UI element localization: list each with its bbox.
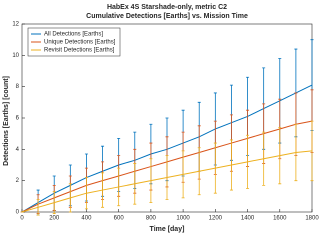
x-tick-label: 200 [49, 216, 60, 222]
chart-title: HabEx 4S Starshade-only, metric C2 [107, 4, 227, 11]
x-tick-label: 0 [20, 216, 24, 222]
x-axis-label: Time [day] [150, 226, 185, 233]
series-line [21, 150, 313, 213]
y-tick-label: 8 [16, 84, 20, 90]
y-tick-label: 0 [16, 210, 20, 216]
y-tick-label: 6 [16, 116, 20, 122]
chart-subtitle: Cumulative Detections [Earths] vs. Missi… [86, 13, 248, 20]
legend-label: Revisit Detections [Earths] [44, 48, 115, 54]
legend-box [27, 27, 121, 57]
x-tick-label: 1600 [273, 216, 287, 222]
x-tick-label: 1800 [305, 216, 319, 222]
y-tick-label: 12 [12, 22, 19, 28]
legend-label: All Detections [Earths] [44, 32, 103, 38]
x-tick-label: 400 [81, 216, 92, 222]
legend-label: Unique Detections [Earths] [44, 40, 116, 46]
x-tick-label: 1000 [176, 216, 190, 222]
y-tick-label: 2 [16, 178, 20, 184]
y-tick-label: 4 [16, 147, 20, 153]
y-tick-label: 10 [12, 53, 19, 59]
x-tick-label: 1400 [241, 216, 255, 222]
x-tick-label: 1200 [209, 216, 223, 222]
y-axis-label: Detections [Earths] [count] [3, 76, 10, 166]
x-tick-label: 800 [146, 216, 157, 222]
x-tick-label: 600 [114, 216, 125, 222]
